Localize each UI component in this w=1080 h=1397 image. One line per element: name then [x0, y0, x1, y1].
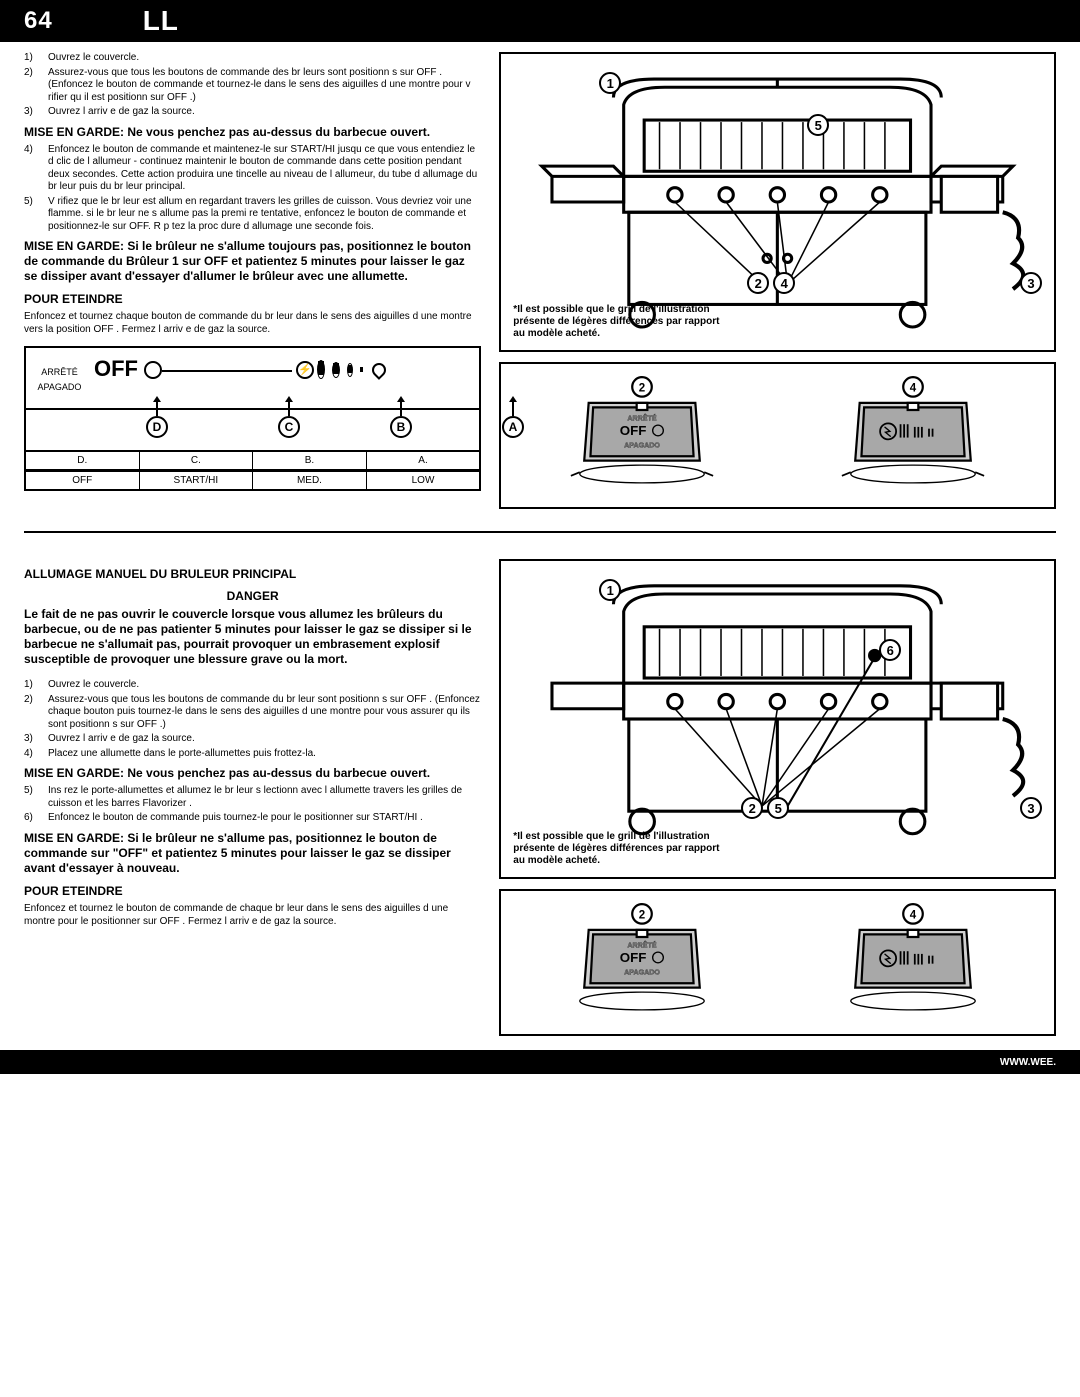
footer-bar: WWW.WEE. — [0, 1050, 1080, 1074]
illustration-note: *Il est possible que le grill de l'illus… — [513, 304, 723, 340]
warning-text: MISE EN GARDE: Si le brûleur ne s'allume… — [24, 239, 481, 284]
grill-icon — [511, 64, 1044, 340]
grill-illustration: 1 5 2 4 3 *Il est possible que le grill … — [499, 52, 1056, 352]
instruction-list: 1)Ouvrez le couvercle. 2)Assurez-vous qu… — [24, 679, 481, 760]
illustration-note: *Il est possible que le grill de l'illus… — [513, 831, 723, 867]
subheading: POUR ETEINDRE — [24, 884, 481, 898]
header-title: LL — [143, 5, 179, 37]
svg-text:APAGADO: APAGADO — [624, 441, 660, 449]
warning-text: MISE EN GARDE: Ne vous penchez pas au-de… — [24, 125, 481, 140]
danger-heading: DANGER — [24, 589, 481, 603]
instruction-list: 5)Ins rez le porte-allumettes et allumez… — [24, 785, 481, 825]
subheading: POUR ETEINDRE — [24, 292, 481, 306]
svg-text:ARRÊTÉ: ARRÊTÉ — [627, 414, 656, 423]
svg-text:OFF: OFF — [620, 423, 647, 438]
danger-text: Le fait de ne pas ouvrir le couvercle lo… — [24, 607, 481, 667]
footer-text: WWW.WEE. — [1000, 1057, 1056, 1068]
instruction-list: 4)Enfoncez le bouton de commande et main… — [24, 144, 481, 234]
svg-text:4: 4 — [910, 909, 917, 921]
grill-icon — [511, 571, 1044, 867]
callout-number: 2 — [639, 382, 645, 394]
body-text: Enfoncez et tournez chaque bouton de com… — [24, 310, 481, 336]
page-number: 64 — [24, 7, 53, 35]
header-bar: 64 LL — [0, 0, 1080, 42]
grill-illustration: 1 6 2 5 3 *Il est possible que le grill … — [499, 559, 1056, 879]
flame-icon — [369, 360, 389, 380]
dial-illustration: 2 ARRÊTÉ OFF APAGADO — [499, 362, 1056, 509]
svg-text:OFF: OFF — [620, 950, 647, 965]
svg-text:ARRÊTÉ: ARRÊTÉ — [627, 941, 656, 950]
svg-text:2: 2 — [639, 909, 645, 921]
knob-diagram: ARRÊTÉ APAGADO OFF ⚡ D — [24, 346, 481, 491]
section-heading: ALLUMAGE MANUEL DU BRULEUR PRINCIPAL — [24, 567, 481, 581]
instruction-list: 1)Ouvrez le couvercle. 2)Assurez-vous qu… — [24, 52, 481, 119]
body-text: Enfoncez et tournez le bouton de command… — [24, 902, 481, 928]
svg-text:APAGADO: APAGADO — [624, 968, 660, 976]
spark-icon: ⚡ — [296, 361, 314, 379]
warning-text: MISE EN GARDE: Ne vous penchez pas au-de… — [24, 766, 481, 781]
warning-text: MISE EN GARDE: Si le brûleur ne s'allume… — [24, 831, 481, 876]
dial-illustration: 2 ARRÊTÉ OFF APAGADO — [499, 889, 1056, 1036]
svg-text:4: 4 — [910, 382, 917, 394]
